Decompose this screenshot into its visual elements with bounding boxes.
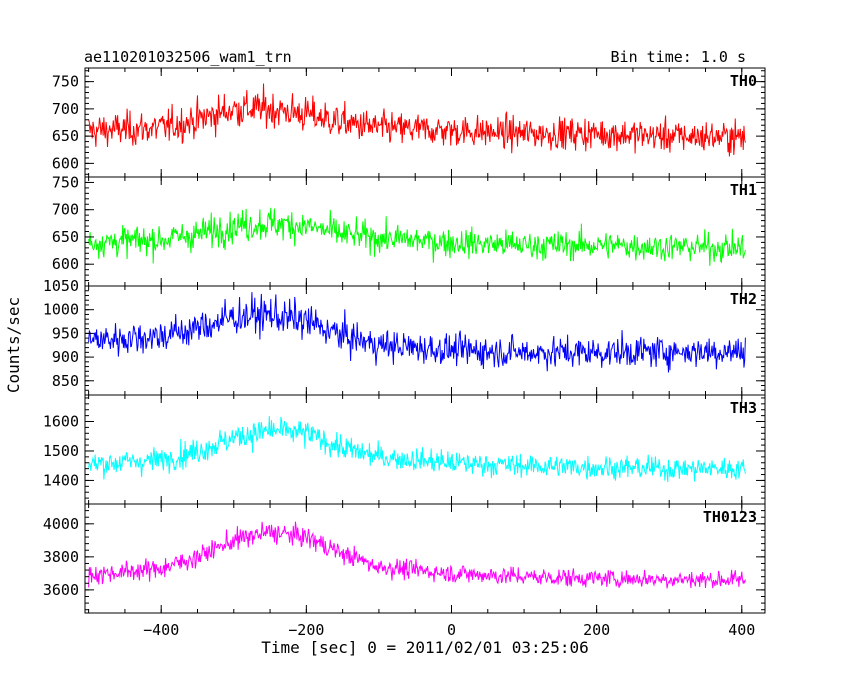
chart-title: ae110201032506_wam1_trn	[84, 48, 292, 66]
x-tick-label: −200	[288, 621, 324, 639]
y-tick-label: 750	[52, 173, 79, 191]
y-tick-label: 1600	[43, 413, 79, 431]
y-tick-label: 650	[52, 228, 79, 246]
panel-th2: 850 900 950 1000 1050 TH2	[43, 277, 766, 396]
panel-frame	[84, 503, 766, 614]
panel-label: TH3	[730, 399, 757, 417]
series-line-th0	[88, 83, 746, 157]
y-tick-label: 1500	[43, 442, 79, 460]
panel-th3: 1400 1500 1600 TH3	[43, 394, 766, 505]
series-line-th2	[88, 292, 746, 373]
y-tick-label: 600	[52, 154, 79, 172]
y-tick-label: 700	[52, 100, 79, 118]
x-tick-label: 400	[728, 621, 755, 639]
y-tick-label: 3800	[43, 548, 79, 566]
panel-label: TH1	[730, 181, 757, 199]
series-line-th3	[88, 415, 746, 483]
panel-th0: 600 650 700 750 TH0	[52, 67, 766, 178]
y-tick-label: 4000	[43, 515, 79, 533]
series-line-th1	[88, 207, 746, 266]
panel-label: TH2	[730, 290, 757, 308]
y-tick-label: 750	[52, 73, 79, 91]
bin-time-label: Bin time: 1.0 s	[611, 48, 746, 66]
x-axis: −400 −200 0 200 400	[143, 621, 755, 639]
panels-group: 600 650 700 750 TH0 600 650 700 750 TH1 850 900 950 1…	[43, 67, 766, 614]
y-tick-label: 850	[52, 372, 79, 390]
x-tick-label: −400	[143, 621, 179, 639]
x-tick-label: 0	[447, 621, 456, 639]
y-tick-label: 3600	[43, 581, 79, 599]
panel-th1: 600 650 700 750 TH1	[52, 173, 766, 287]
y-tick-label: 1400	[43, 471, 79, 489]
panel-label: TH0	[730, 72, 757, 90]
y-tick-label: 650	[52, 127, 79, 145]
x-axis-label: Time [sec] 0 = 2011/02/01 03:25:06	[261, 638, 589, 657]
y-tick-label: 1050	[43, 277, 79, 295]
y-tick-label: 600	[52, 255, 79, 273]
y-tick-label: 900	[52, 348, 79, 366]
y-tick-label: 700	[52, 201, 79, 219]
series-line-th0123	[88, 521, 746, 589]
x-tick-label: 200	[583, 621, 610, 639]
y-tick-label: 950	[52, 324, 79, 342]
panel-th0123: 3600 3800 4000 TH0123	[43, 503, 766, 614]
y-axis-label: Counts/sec	[4, 297, 23, 393]
panel-label: TH0123	[703, 508, 757, 526]
y-tick-label: 1000	[43, 301, 79, 319]
